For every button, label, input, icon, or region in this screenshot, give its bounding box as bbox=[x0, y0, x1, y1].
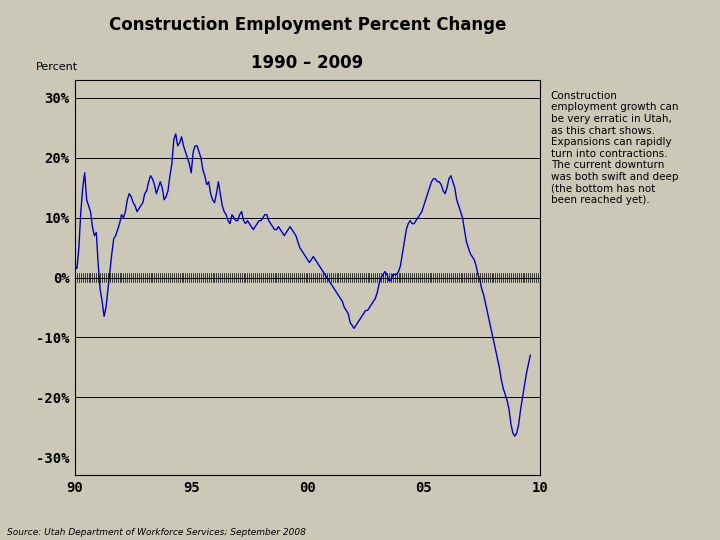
Text: Construction Employment Percent Change: Construction Employment Percent Change bbox=[109, 16, 506, 34]
Text: Percent: Percent bbox=[35, 62, 78, 72]
Text: 1990 – 2009: 1990 – 2009 bbox=[251, 54, 364, 72]
Text: Construction
employment growth can
be very erratic in Utah,
as this chart shows.: Construction employment growth can be ve… bbox=[551, 91, 678, 205]
Text: Source: Utah Department of Workforce Services; September 2008: Source: Utah Department of Workforce Ser… bbox=[7, 528, 306, 537]
